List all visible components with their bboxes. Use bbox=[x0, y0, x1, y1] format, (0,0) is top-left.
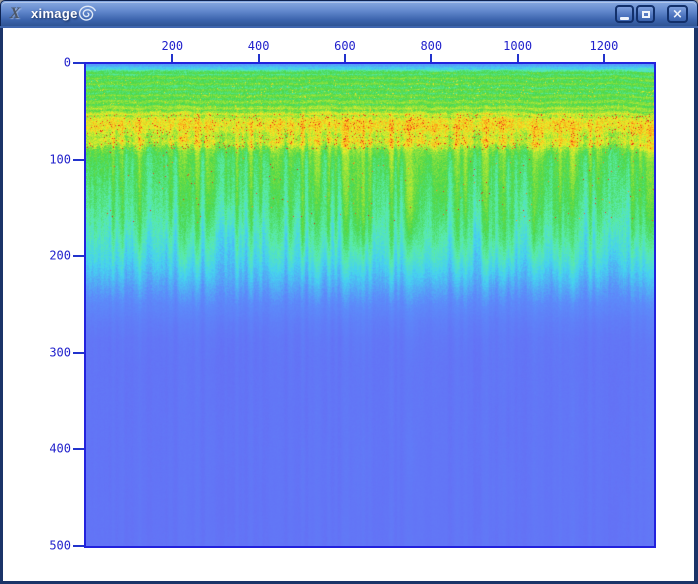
x-axis-tick bbox=[602, 54, 605, 62]
plot-frame bbox=[84, 62, 656, 548]
y-axis-tick bbox=[73, 62, 84, 64]
y-axis-tick bbox=[73, 158, 84, 161]
close-button[interactable]: × bbox=[667, 5, 688, 23]
seismic-heatmap[interactable] bbox=[86, 64, 654, 546]
maximize-button[interactable] bbox=[636, 5, 655, 23]
window-title: ximage bbox=[31, 6, 78, 21]
maximize-icon bbox=[641, 11, 650, 18]
y-axis-tick bbox=[73, 351, 84, 354]
x-axis-label: 600 bbox=[334, 39, 356, 53]
y-axis-tick bbox=[73, 255, 84, 258]
y-axis-tick bbox=[73, 448, 84, 451]
minimize-icon bbox=[620, 16, 629, 20]
x-axis-label: 200 bbox=[161, 39, 184, 53]
x-axis-label: 400 bbox=[247, 39, 270, 53]
titlebar-underline bbox=[0, 26, 698, 28]
y-axis-label: 400 bbox=[49, 441, 71, 456]
minimize-button[interactable] bbox=[615, 5, 634, 23]
x-axis-label: 1000 bbox=[503, 39, 533, 53]
y-axis-label: 500 bbox=[49, 538, 71, 553]
y-axis-tick bbox=[73, 544, 84, 547]
x-axis-tick bbox=[430, 54, 433, 62]
y-axis-label: 300 bbox=[49, 345, 71, 360]
y-axis-label: 200 bbox=[49, 248, 71, 263]
y-axis-label: 0 bbox=[63, 55, 71, 70]
x-axis-tick bbox=[343, 54, 346, 62]
x-axis-tick bbox=[257, 54, 260, 62]
swirl-icon bbox=[78, 5, 97, 21]
titlebar-gradient bbox=[2, 2, 696, 25]
x11-logo-icon[interactable]: X bbox=[9, 5, 21, 22]
x-axis-label: 800 bbox=[420, 39, 443, 53]
y-axis-label: 100 bbox=[49, 152, 71, 167]
x-axis-tick bbox=[171, 54, 174, 62]
close-icon: × bbox=[672, 6, 683, 22]
x-axis-tick bbox=[516, 54, 519, 62]
titlebar[interactable]: X ximage × bbox=[0, 0, 698, 26]
x-axis-label: 1200 bbox=[589, 39, 619, 53]
window-controls: × bbox=[615, 5, 688, 23]
